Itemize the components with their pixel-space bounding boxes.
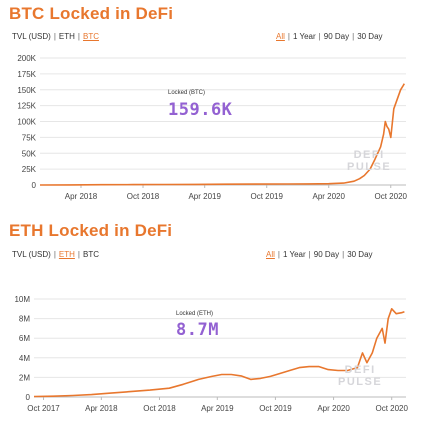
chart-title: ETH Locked in DeFi (9, 221, 173, 240)
x-tick-label: Apr 2018 (85, 404, 118, 413)
defi-pulse-watermark: DEFI PULSE (338, 364, 383, 388)
series-line (33, 308, 405, 398)
y-tick-label: 75K (22, 133, 37, 142)
y-tick-label: 200K (17, 54, 36, 63)
x-tick-label: Apr 2019 (201, 404, 234, 413)
tooltip-value: 159.6K (168, 100, 233, 120)
x-tick-label: Oct 2018 (127, 192, 160, 201)
x-tick-label: Oct 2020 (375, 192, 408, 201)
range-toggle: All | 1 Year | 90 Day | 30 Day (266, 250, 373, 259)
y-tick-label: 8M (19, 315, 30, 324)
unit-tvl-usd[interactable]: TVL (USD) (12, 32, 51, 41)
unit-toggle: TVL (USD) | ETH | BTC (12, 250, 99, 259)
range-90-day[interactable]: 90 Day (323, 32, 350, 41)
y-tick-label: 100K (17, 118, 36, 127)
chart-title: BTC Locked in DeFi (9, 4, 174, 23)
tooltip-value: 8.7M (176, 320, 219, 340)
x-tick-label: Apr 2019 (188, 192, 221, 201)
tooltip-label: Locked (BTC) (168, 90, 206, 96)
x-tick-label: Oct 2019 (250, 192, 283, 201)
y-tick-label: 0 (26, 393, 31, 402)
range-90-day[interactable]: 90 Day (313, 250, 340, 259)
range-1-year[interactable]: 1 Year (292, 32, 316, 41)
unit-tvl-usd[interactable]: TVL (USD) (12, 250, 51, 259)
y-tick-label: 50K (22, 149, 37, 158)
unit-toggle: TVL (USD) | ETH | BTC (12, 32, 99, 41)
unit-eth[interactable]: ETH (58, 250, 75, 259)
x-tick-label: Apr 2020 (312, 192, 345, 201)
tooltip-label: Locked (ETH) (176, 311, 214, 317)
x-tick-label: Oct 2020 (375, 404, 408, 413)
range-30-day[interactable]: 30 Day (347, 250, 373, 259)
y-tick-label: 10M (14, 295, 30, 304)
btc-line-chart: 0 25K 50K 75K 100K 125K 150K 175K 200K Apr 2018 Oc… (17, 54, 408, 201)
defi-pulse-watermark: DEFI PULSE (347, 149, 392, 173)
unit-eth[interactable]: ETH (58, 32, 75, 41)
range-1-year[interactable]: 1 Year (282, 250, 306, 259)
y-tick-label: 125K (17, 102, 36, 111)
x-tick-label: Oct 2017 (27, 404, 60, 413)
x-tick-label: Apr 2020 (317, 404, 350, 413)
y-tick-label: 0 (32, 181, 37, 190)
range-all[interactable]: All (276, 32, 285, 41)
range-30-day[interactable]: 30 Day (357, 32, 383, 41)
btc-chart-panel: BTC Locked in DeFi TVL (USD) | ETH | BTC All… (9, 4, 408, 201)
unit-btc[interactable]: BTC (82, 250, 99, 259)
y-tick-label: 4M (19, 354, 30, 363)
range-all[interactable]: All (266, 250, 275, 259)
series-line (39, 83, 405, 186)
y-tick-label: 6M (19, 334, 30, 343)
y-tick-label: 2M (19, 373, 30, 382)
eth-line-chart: 0 2M 4M 6M 8M 10M Oct 2017 Apr 2018 Oct 2018 Apr … (14, 295, 408, 413)
range-toggle: All | 1 Year | 90 Day | 30 Day (276, 32, 383, 41)
x-tick-label: Oct 2019 (259, 404, 292, 413)
x-tick-label: Apr 2018 (65, 192, 98, 201)
x-tick-label: Oct 2018 (143, 404, 176, 413)
eth-chart-panel: ETH Locked in DeFi TVL (USD) | ETH | BTC All… (0, 212, 425, 421)
unit-btc[interactable]: BTC (82, 32, 99, 41)
y-tick-label: 150K (17, 86, 36, 95)
y-tick-label: 25K (22, 165, 37, 174)
y-tick-label: 175K (17, 70, 36, 79)
